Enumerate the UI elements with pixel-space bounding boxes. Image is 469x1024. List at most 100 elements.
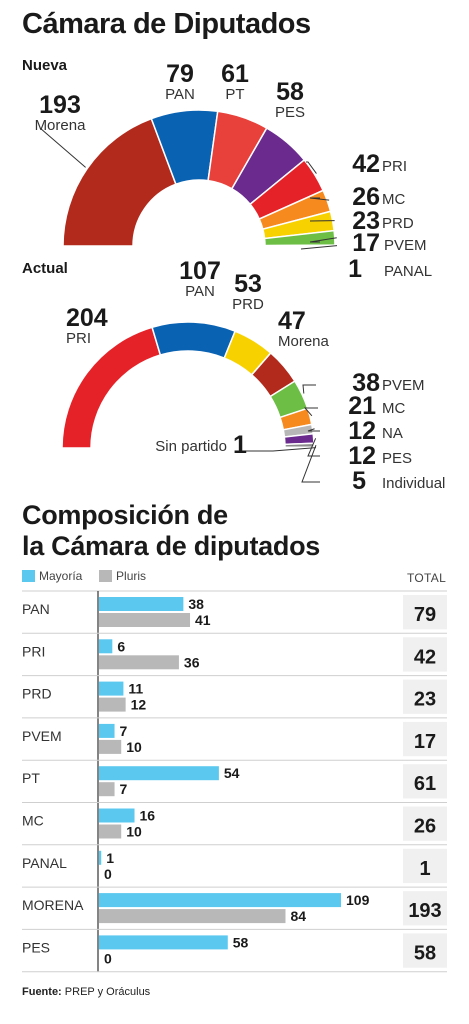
bar-row-pvem: PVEM 710 17: [22, 721, 447, 761]
seat-count-nueva-mc: 26: [352, 183, 380, 211]
value-label-pluris-pan: 41: [195, 612, 211, 628]
total-value-prd: 23: [414, 689, 436, 711]
seat-count-actual-prd: 53: [234, 270, 262, 298]
slice-label-nueva-pvem: 17 PVEM: [309, 229, 427, 257]
party-name-nueva-panal: PANAL: [384, 263, 432, 280]
category-label-morena: MORENA: [22, 897, 84, 913]
value-label-mayoria-pes: 58: [233, 934, 249, 950]
bar-legend: Mayoría Pluris: [22, 568, 146, 583]
bar-mayoria-pan: [99, 597, 184, 611]
seat-count-actual-pvem: 38: [352, 369, 380, 397]
bar-row-panal: PANAL 10 1: [22, 848, 447, 888]
legend-label-mayoria: Mayoría: [39, 568, 83, 583]
bar-row-pri: PRI 6 36 42: [22, 637, 447, 677]
leader-line-nueva-mc: [309, 197, 330, 201]
source-label: Fuente:: [22, 986, 62, 998]
slice-label-actual-pes: 12 PES: [307, 438, 412, 470]
bar-pluris-pvem: [99, 739, 122, 754]
seat-count-nueva-pt: 61: [221, 60, 249, 88]
total-box-prd: [403, 679, 447, 714]
value-label-mayoria-pan: 38: [188, 596, 204, 612]
value-label-mayoria-morena: 109: [346, 892, 370, 908]
total-value-mc: 26: [414, 816, 436, 838]
legend-swatch-pluris: [99, 569, 113, 582]
value-label-mayoria-panal: 1: [106, 850, 114, 866]
bar-mayoria-morena: [99, 893, 341, 908]
value-label-pluris-morena: 84: [290, 908, 306, 924]
total-value-pvem: 17: [414, 731, 436, 753]
slice-label-actual-na: 12 NA: [307, 417, 403, 445]
value-label-mayoria-mc: 16: [140, 808, 156, 824]
bar-mayoria-pt: [99, 766, 219, 781]
value-label-mayoria-pt: 54: [224, 765, 240, 781]
bar-pluris-pan: [99, 613, 191, 627]
total-box-pt: [403, 764, 447, 799]
page-title: Cámara de Diputados: [22, 8, 311, 40]
party-name-nueva-pvem: PVEM: [384, 237, 427, 254]
total-box-pan: [403, 595, 447, 630]
leader-line-actual-sin-partido: [244, 447, 317, 452]
party-name-actual-pan: PAN: [185, 283, 215, 300]
party-name-nueva-pes: PES: [275, 104, 305, 121]
leader-line-actual-mc: [303, 407, 318, 417]
category-label-panal: PANAL: [22, 855, 67, 871]
composition-title: Composición de la Cámara de diputados: [22, 500, 320, 562]
category-label-mc: MC: [22, 813, 44, 829]
party-name-actual-pes: PES: [382, 450, 412, 467]
seat-count-nueva-pan: 79: [166, 60, 194, 88]
composition-title-line1: Composición de: [22, 500, 228, 530]
nueva-label: Nueva: [22, 57, 68, 74]
bar-mayoria-panal: [99, 850, 102, 865]
seat-count-actual-individual: 5: [352, 467, 366, 495]
seat-count-nueva-morena: 193: [39, 91, 81, 119]
total-value-pes: 58: [414, 942, 436, 964]
bar-mayoria-mc: [99, 808, 135, 823]
party-name-actual-individual: Individual: [382, 475, 445, 492]
category-label-pri: PRI: [22, 643, 45, 659]
party-name-actual-pvem: PVEM: [382, 377, 425, 394]
value-label-pluris-pvem: 10: [126, 739, 142, 755]
value-label-mayoria-pvem: 7: [120, 723, 128, 739]
slice-label-nueva-panal: 1 PANAL: [300, 245, 432, 283]
total-box-pri: [403, 637, 447, 672]
value-label-pluris-pt: 7: [120, 781, 128, 797]
total-value-morena: 193: [408, 900, 441, 922]
slice-label-nueva-prd: 23 PRD: [309, 207, 414, 235]
total-column-header: TOTAL: [407, 571, 447, 585]
seat-count-nueva-pri: 42: [352, 150, 380, 178]
slice-label-actual-pvem: 38 PVEM: [302, 369, 425, 397]
value-label-pluris-mc: 10: [126, 824, 142, 840]
party-name-nueva-pt: PT: [225, 86, 244, 103]
composition-title-line2: la Cámara de diputados: [22, 531, 320, 561]
total-value-pri: 42: [414, 646, 436, 668]
value-label-pluris-prd: 12: [131, 697, 147, 713]
total-box-pvem: [403, 721, 447, 757]
party-name-nueva-prd: PRD: [382, 215, 414, 232]
seat-count-actual-morena: 47: [278, 307, 306, 335]
total-box-panal: [403, 848, 447, 884]
seat-count-actual-sin-partido: 1: [233, 431, 247, 459]
slice-nueva-morena: [62, 117, 177, 247]
party-name-nueva-morena: Morena: [35, 117, 87, 134]
source-note: Fuente: PREP y Oráculus: [22, 986, 150, 998]
leader-line-actual-individual: [301, 445, 320, 483]
bar-pluris-prd: [99, 697, 126, 712]
value-label-pluris-pri: 36: [184, 654, 200, 670]
seat-count-nueva-panal: 1: [348, 255, 362, 283]
bar-pluris-mc: [99, 824, 122, 839]
total-value-pt: 61: [414, 773, 436, 795]
seat-count-actual-pes: 12: [348, 442, 376, 470]
value-label-mayoria-pri: 6: [117, 638, 125, 654]
party-name-actual-sin-partido: Sin partido: [155, 438, 227, 455]
bar-mayoria-pes: [99, 935, 228, 950]
category-label-pt: PT: [22, 770, 40, 786]
leader-line-nueva-pvem: [309, 237, 337, 243]
slice-label-nueva-mc: 26 MC: [309, 183, 405, 211]
